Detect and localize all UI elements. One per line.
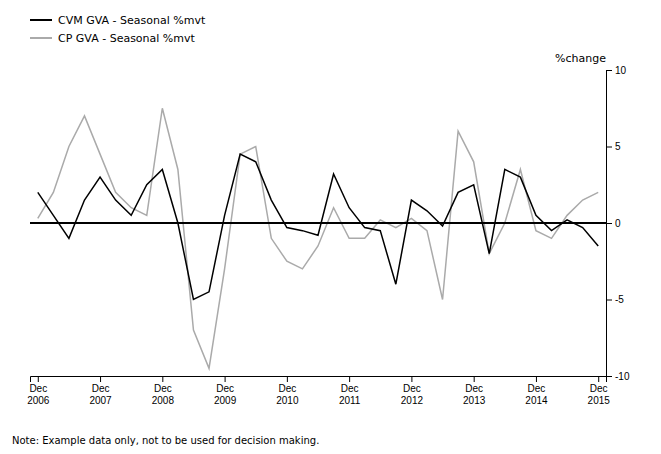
- y-tick: -5: [606, 294, 624, 305]
- x-tick-label-line: Dec: [528, 383, 546, 394]
- x-tick: Dec2011: [339, 376, 361, 406]
- x-tick-label-line: 2011: [339, 395, 361, 406]
- x-tick-label-line: Dec: [278, 383, 296, 394]
- series-line: [38, 154, 598, 299]
- x-tick-label-line: 2010: [276, 395, 299, 406]
- x-tick-label: Dec2009: [214, 383, 237, 406]
- x-tick: Dec2014: [525, 376, 548, 406]
- x-tick-label-line: Dec: [92, 383, 110, 394]
- y-tick-label: 10: [615, 65, 627, 76]
- legend-label: CP GVA - Seasonal %mvt: [58, 32, 196, 45]
- x-tick-mark: [287, 376, 288, 382]
- x-tick-label: Dec2010: [276, 383, 299, 406]
- legend: CVM GVA - Seasonal %mvt CP GVA - Seasonal…: [30, 14, 206, 45]
- x-tick: Dec2015: [588, 376, 611, 406]
- x-tick-label-line: Dec: [154, 383, 172, 394]
- x-axis-line: [31, 377, 607, 383]
- x-tick-label-line: 2008: [152, 395, 175, 406]
- y-tick-label: -10: [615, 371, 630, 382]
- legend-swatch: [30, 19, 52, 21]
- x-tick-label-line: Dec: [403, 383, 421, 394]
- y-tick: 10: [606, 65, 627, 76]
- x-tick-label: Dec2008: [152, 383, 175, 406]
- y-tick-mark: [606, 147, 612, 148]
- legend-item: CP GVA - Seasonal %mvt: [30, 32, 196, 45]
- x-axis: Dec2006Dec2007Dec2008Dec2009Dec2010Dec20…: [27, 376, 610, 406]
- y-axis-line: [607, 71, 613, 377]
- y-tick-mark: [606, 223, 612, 224]
- y-axis-title: %change: [555, 52, 606, 65]
- x-tick-mark: [411, 376, 412, 382]
- x-tick-label: Dec2013: [463, 383, 486, 406]
- x-tick: Dec2007: [89, 376, 112, 406]
- y-tick-label: -5: [615, 294, 624, 305]
- x-tick-mark: [349, 376, 350, 382]
- y-tick: 5: [606, 141, 621, 152]
- x-tick-label-line: 2014: [525, 395, 548, 406]
- x-tick-label-line: 2006: [27, 395, 50, 406]
- legend-label: CVM GVA - Seasonal %mvt: [58, 14, 206, 27]
- y-tick-label: 5: [615, 141, 621, 152]
- legend-item: CVM GVA - Seasonal %mvt: [30, 14, 206, 27]
- x-tick-label-line: Dec: [216, 383, 234, 394]
- y-tick-mark: [606, 300, 612, 301]
- y-tick: 0: [606, 218, 621, 229]
- x-tick-label-line: Dec: [29, 383, 47, 394]
- y-tick-mark: [606, 70, 612, 71]
- x-tick-mark: [162, 376, 163, 382]
- x-tick-label-line: 2012: [401, 395, 424, 406]
- x-tick-label-line: Dec: [590, 383, 608, 394]
- x-tick-label: Dec2006: [27, 383, 50, 406]
- y-tick: -10: [606, 371, 630, 382]
- x-tick-mark: [38, 376, 39, 382]
- x-tick-label-line: Dec: [341, 383, 359, 394]
- x-tick-mark: [598, 376, 599, 382]
- x-tick: Dec2013: [463, 376, 486, 406]
- series-line: [38, 108, 598, 368]
- x-tick-label: Dec2011: [339, 383, 361, 406]
- x-tick: Dec2012: [401, 376, 424, 406]
- x-tick-mark: [225, 376, 226, 382]
- x-tick-mark: [474, 376, 475, 382]
- x-tick-label: Dec2015: [588, 383, 611, 406]
- x-tick-label-line: 2013: [463, 395, 486, 406]
- y-axis: -10 -5 0 5 10: [606, 65, 630, 382]
- plot: Dec2006Dec2007Dec2008Dec2009Dec2010Dec20…: [27, 65, 630, 406]
- legend-swatch: [30, 37, 52, 39]
- x-tick: Dec2008: [152, 376, 175, 406]
- x-tick-label-line: Dec: [465, 383, 483, 394]
- x-tick-label-line: 2009: [214, 395, 237, 406]
- x-tick: Dec2010: [276, 376, 299, 406]
- x-tick-label: Dec2012: [401, 383, 424, 406]
- y-tick-label: 0: [615, 218, 621, 229]
- zero-line: [30, 222, 606, 224]
- x-tick-mark: [536, 376, 537, 382]
- x-tick: Dec2009: [214, 376, 237, 406]
- x-tick-label-line: 2015: [588, 395, 611, 406]
- lines: [38, 108, 598, 368]
- y-tick-mark: [606, 376, 612, 377]
- x-tick-label: Dec2007: [89, 383, 112, 406]
- x-tick-mark: [100, 376, 101, 382]
- x-tick: Dec2006: [27, 376, 50, 406]
- x-tick-label-line: 2007: [89, 395, 112, 406]
- note: Note: Example data only, not to be used …: [12, 435, 319, 446]
- chart: Dec2006Dec2007Dec2008Dec2009Dec2010Dec20…: [0, 0, 661, 454]
- x-tick-label: Dec2014: [525, 383, 548, 406]
